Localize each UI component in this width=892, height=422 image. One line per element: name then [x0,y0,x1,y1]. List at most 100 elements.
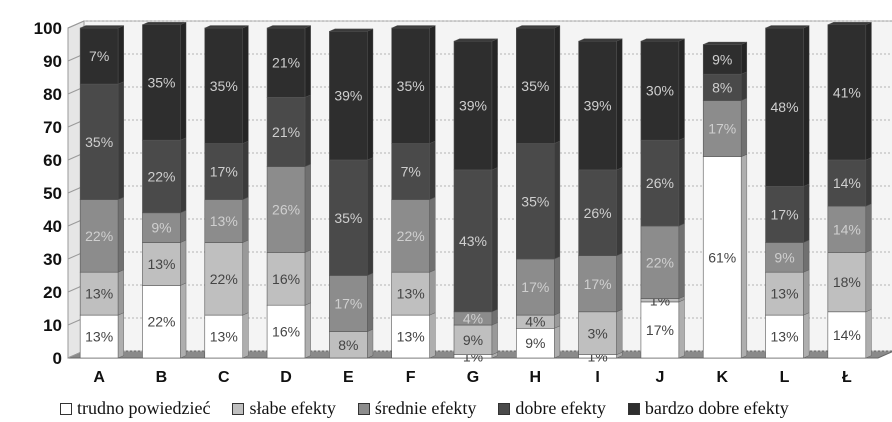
data-label: 26% [584,205,612,221]
data-label: 3% [587,325,607,341]
y-tick-label: 50 [43,184,62,203]
data-label: 14% [833,327,861,343]
x-category-label: E [343,369,354,386]
bar-segment-side [617,309,623,354]
legend-swatch-bardzo-dobre [628,403,640,415]
bar-segment-side [866,204,872,253]
data-label: 13% [147,256,175,272]
data-label: 17% [646,322,674,338]
data-label: 9% [525,335,545,351]
data-label: 35% [147,74,175,90]
bar-segment-side [804,184,810,243]
legend-swatch-srednie [358,403,370,415]
bar-segment-side [243,26,249,144]
bar-top [205,26,249,28]
bar-segment-side [804,270,810,315]
data-label: 9% [151,220,171,236]
data-label: 13% [771,286,799,302]
data-label: 9% [712,51,732,67]
data-label: 14% [833,175,861,191]
data-label: 26% [646,175,674,191]
data-label: 22% [646,254,674,270]
bar-segment-side [118,270,124,315]
x-category-label: L [780,369,790,386]
bar-segment-side [866,158,872,207]
bar-segment-side [180,240,186,285]
y-tick-label: 10 [43,316,62,335]
bar-segment-side [492,167,498,311]
data-label: 18% [833,274,861,290]
bar-top [828,22,872,24]
bar-top [142,22,186,24]
bar-segment-side [679,224,685,299]
y-tick-label: 30 [43,250,62,269]
data-label: 22% [147,314,175,330]
legend-label-trudno: trudno powiedzieć [77,398,210,419]
data-label: 22% [397,228,425,244]
data-label: 9% [463,332,483,348]
bar-segment-side [180,210,186,242]
bar-segment-side [866,250,872,312]
bar-segment-side [118,26,124,85]
data-label: 13% [771,329,799,345]
data-label: 30% [646,83,674,99]
data-label: 7% [89,48,109,64]
bar-top [766,26,810,28]
bar-top [703,42,747,44]
data-label: 22% [85,228,113,244]
data-label: 17% [771,206,799,222]
bar-segment-side [430,270,436,315]
x-category-label: Ł [842,369,852,386]
data-label: 13% [85,286,113,302]
x-category-label: F [406,369,416,386]
y-tick-label: 60 [43,151,62,170]
bar-segment-side [492,309,498,325]
bar-segment-side [430,26,436,144]
bar-segment-side [180,138,186,213]
bar-top [641,39,685,41]
data-label: 41% [833,84,861,100]
bar-segment-side [367,158,373,276]
x-category-label: H [530,369,542,386]
data-label: 13% [397,329,425,345]
bar-segment-side [554,141,560,259]
legend-swatch-trudno [60,403,72,415]
bar-segment-side [430,141,436,200]
x-category-label: A [93,369,105,386]
data-label: 13% [210,329,238,345]
y-tick-label: 90 [43,52,62,71]
x-category-label: I [595,369,599,386]
bar-segment-side [866,22,872,160]
data-label: 35% [85,134,113,150]
data-label: 35% [397,78,425,94]
legend-item-bardzo-dobre: bardzo dobre efekty [628,398,789,419]
bar-segment-side [118,197,124,272]
bar-segment-side [492,323,498,355]
legend-label-dobre: dobre efekty [515,398,605,419]
data-label: 22% [147,169,175,185]
bar-segment-side [118,313,124,358]
data-label: 61% [708,249,736,265]
bar-segment-side [305,26,311,98]
bar-segment-side [243,197,249,242]
y-tick-label: 80 [43,85,62,104]
data-label: 9% [774,249,794,265]
bar-segment-side [679,299,685,358]
bar-top [329,29,373,31]
bar-segment-side [430,197,436,272]
data-label: 48% [771,99,799,115]
data-label: 17% [210,164,238,180]
bar-segment-side [554,326,560,358]
bar-segment-side [804,26,810,187]
data-label: 17% [584,276,612,292]
data-label: 16% [272,271,300,287]
bar-segment-side [617,167,623,255]
bar-segment-side [367,29,373,160]
bar-segment-side [554,26,560,144]
legend-label-slabe: słabe efekty [249,398,335,419]
legend-swatch-dobre [498,403,510,415]
bar-segment-side [804,240,810,272]
bar-segment-side [617,253,623,312]
data-label: 17% [708,121,736,137]
data-label: 39% [584,98,612,114]
